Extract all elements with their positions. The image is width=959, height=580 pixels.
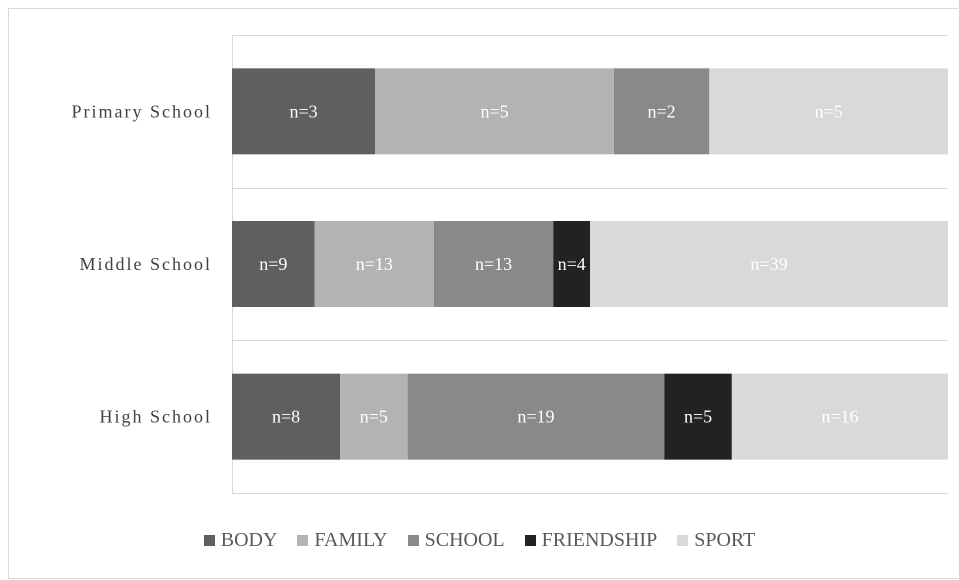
data-label: n=19: [517, 407, 554, 427]
bar-segment-sport: [590, 221, 948, 307]
data-label: n=8: [272, 407, 300, 427]
data-label: n=13: [356, 254, 393, 274]
legend-item-school: SCHOOL: [407, 528, 505, 552]
legend-label: FAMILY: [314, 528, 388, 551]
bar-segment-friendship: [553, 221, 590, 307]
data-label: n=13: [475, 254, 512, 274]
bar-segment-family: [314, 221, 434, 307]
chart-frame: [8, 8, 958, 579]
legend-swatch: [203, 534, 215, 546]
category-label: Primary School: [72, 101, 213, 121]
legend-swatch: [407, 534, 419, 546]
data-label: n=16: [821, 407, 858, 427]
data-label: n=9: [259, 254, 287, 274]
bar-segment-family: [340, 373, 408, 460]
bar-segment-body: [232, 221, 315, 307]
bar-segment-sport: [709, 68, 948, 155]
data-label: n=4: [558, 254, 586, 274]
data-label: n=39: [750, 254, 787, 274]
legend-swatch: [297, 534, 309, 546]
legend-label: SCHOOL: [424, 528, 505, 551]
data-label: n=5: [815, 101, 843, 121]
legend-item-friendship: FRIENDSHIP: [524, 528, 658, 552]
legend-swatch: [524, 534, 536, 546]
bar-segment-school: [433, 221, 554, 307]
data-label: n=5: [684, 407, 712, 427]
bar-segment-school: [613, 68, 710, 155]
data-label: n=2: [648, 101, 676, 121]
data-label: n=5: [360, 407, 388, 427]
category-label: High School: [99, 407, 212, 427]
category-label: Middle School: [80, 254, 213, 274]
legend-label: BODY: [220, 528, 278, 551]
legend-label: FRIENDSHIP: [541, 528, 658, 551]
legend-label: SPORT: [694, 528, 756, 551]
legend-swatch: [677, 534, 689, 546]
bar-segment-school: [407, 373, 665, 460]
data-label: n=3: [290, 101, 318, 121]
legend-item-family: FAMILY: [297, 528, 388, 552]
bar-segment-family: [375, 68, 614, 155]
stacked-bar-chart: Primary School n=3 n=5 n=2 n=5 Middle School n…: [72, 35, 948, 494]
bar-segment-body: [232, 68, 376, 155]
bar-segment-friendship: [664, 373, 732, 460]
legend-item-sport: SPORT: [677, 529, 755, 552]
bar-segment-body: [232, 373, 341, 460]
legend: BODY FAMILY SCHOOL FRIENDSHIP SPORT: [0, 527, 959, 553]
data-label: n=5: [480, 101, 508, 121]
legend-item-body: BODY: [203, 528, 278, 552]
bar-segment-sport: [731, 373, 948, 460]
